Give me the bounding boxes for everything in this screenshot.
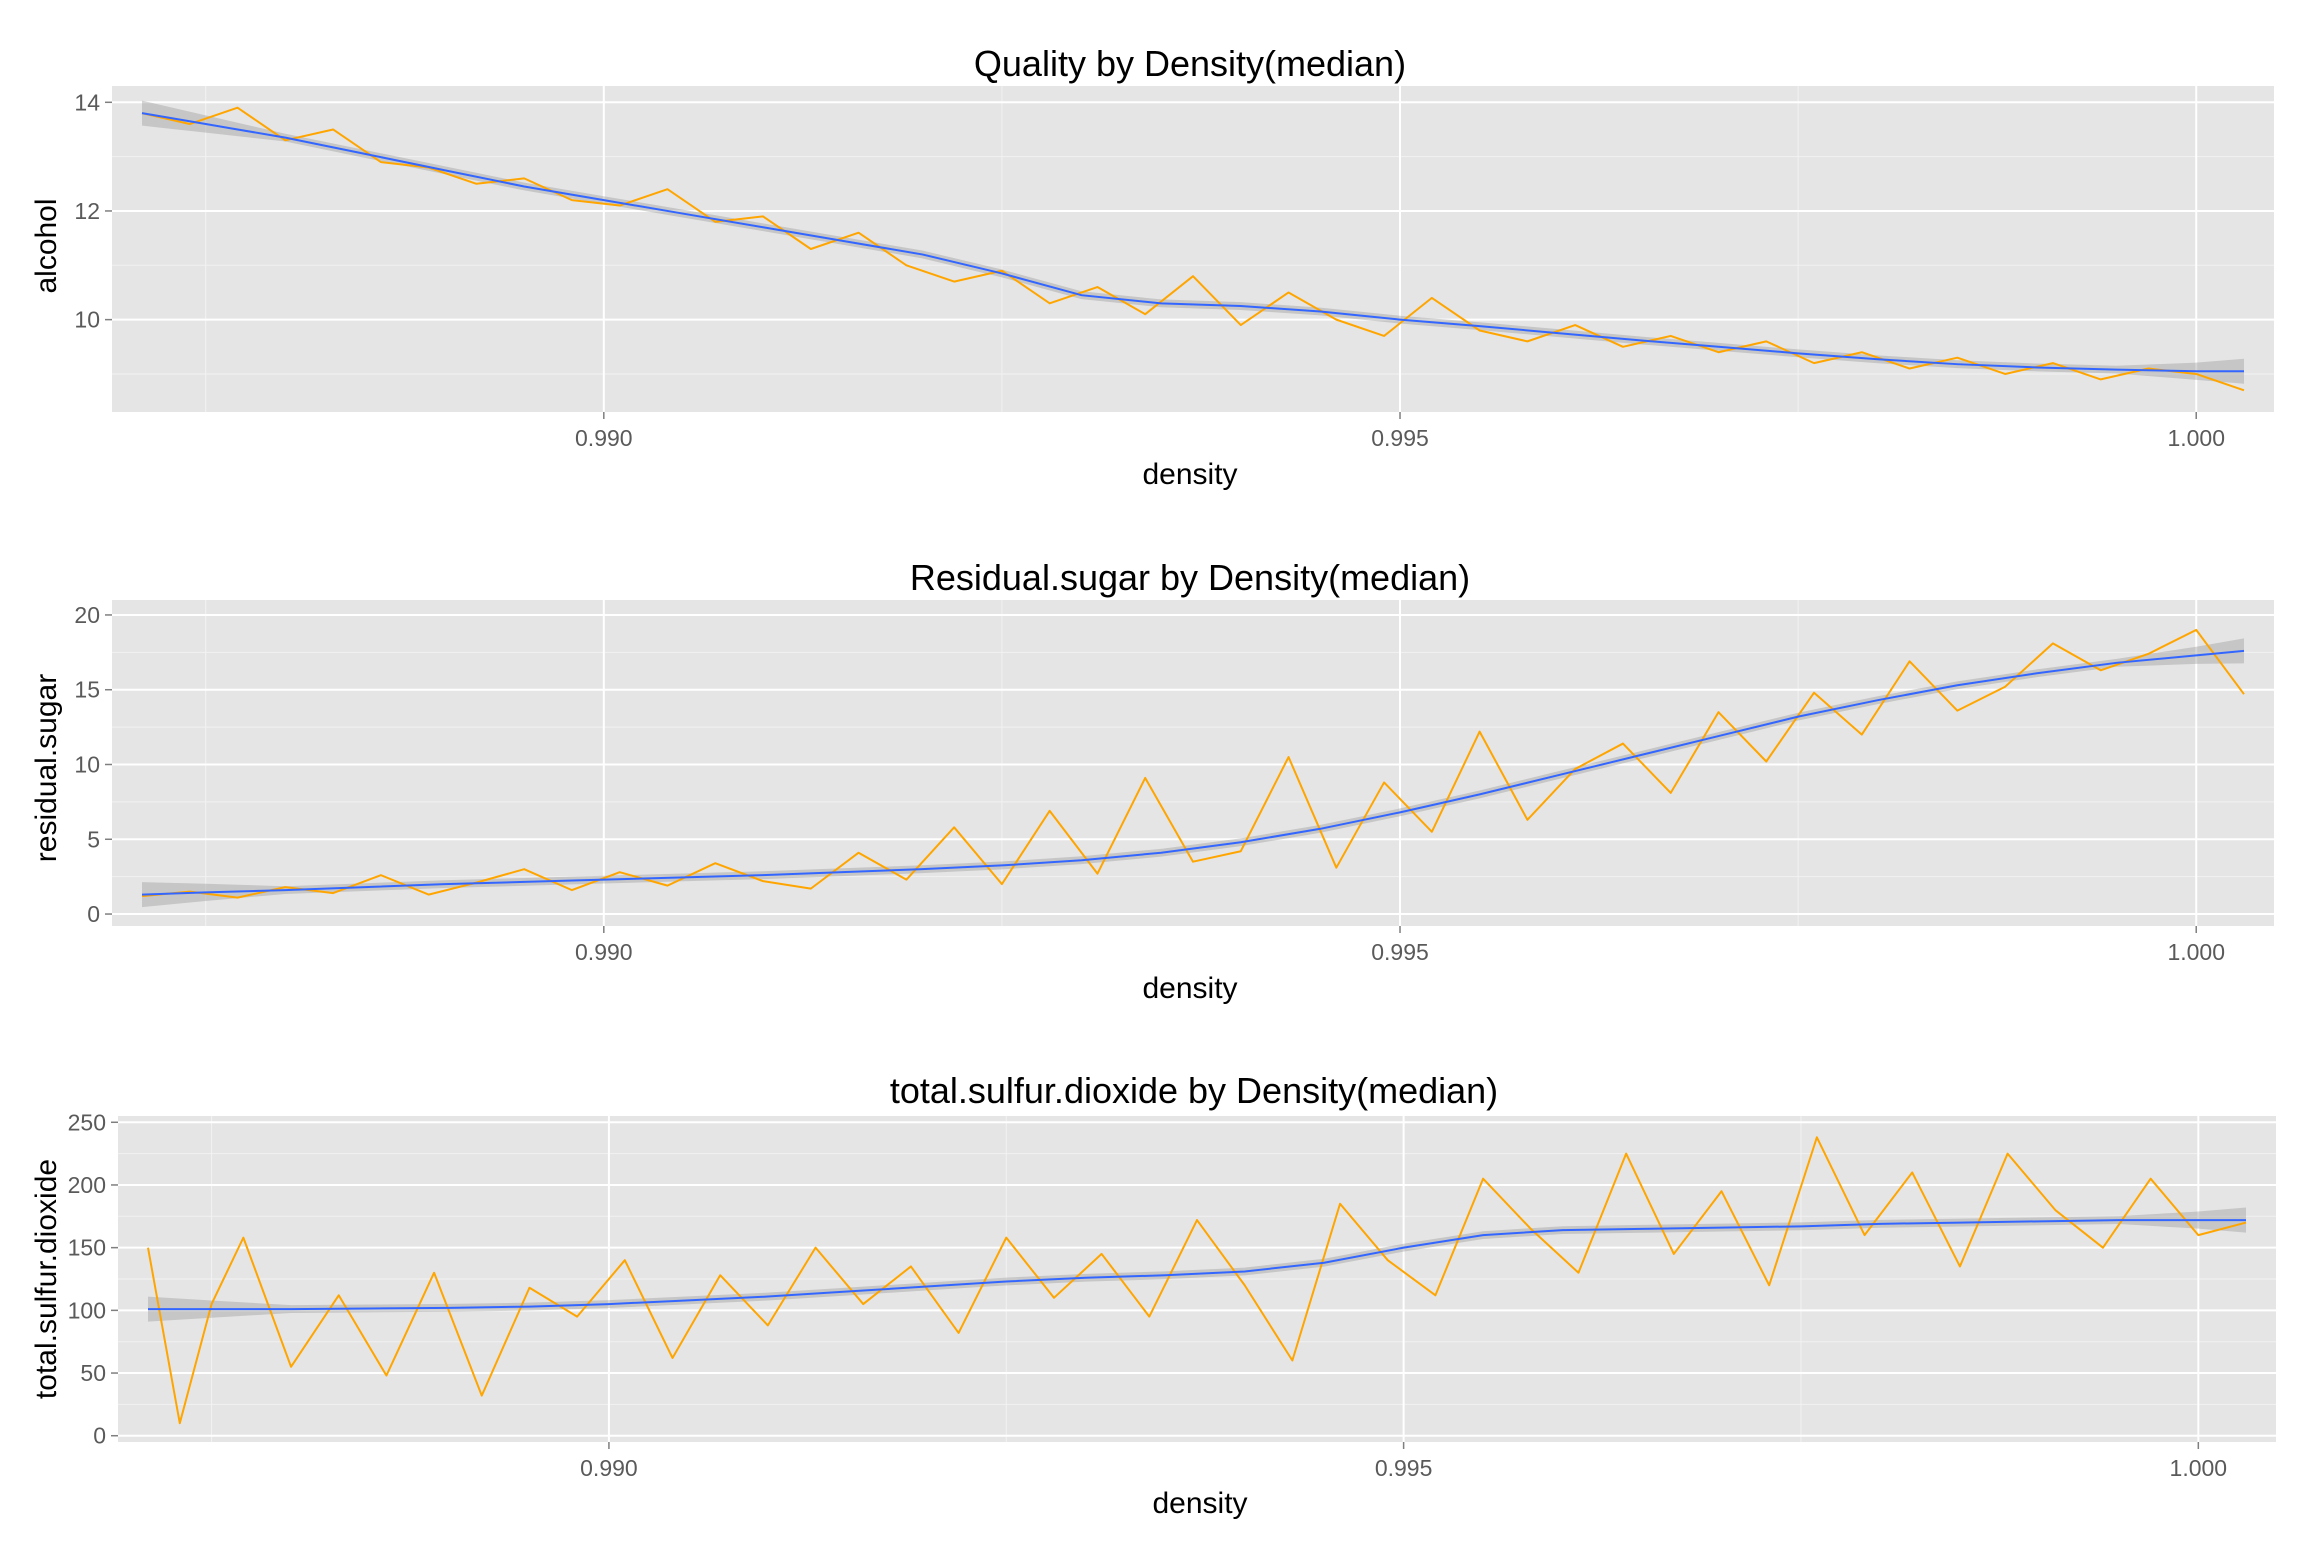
y-tick-label: 12 — [74, 198, 100, 224]
x-axis-title: density — [1152, 1487, 1247, 1520]
y-tick-label: 15 — [74, 677, 100, 703]
smooth-trend-line — [148, 1219, 2246, 1311]
y-tick-label: 0 — [87, 901, 100, 927]
y-tick-label: 200 — [68, 1172, 106, 1198]
x-tick-label: 0.995 — [1371, 425, 1429, 451]
x-tick-label: 1.000 — [2170, 1455, 2228, 1481]
plot-area: 0.990 0.995 1.000 0 5 10 15 20 — [74, 600, 2274, 965]
y-tick-label: 14 — [74, 89, 100, 115]
panel-background — [112, 600, 2274, 926]
median-series-line — [141, 628, 2245, 899]
y-tick-label: 20 — [74, 602, 100, 628]
panel-background — [112, 86, 2274, 412]
y-axis-title: alcohol — [30, 198, 63, 293]
x-tick-label: 0.995 — [1375, 1455, 1433, 1481]
x-tick-label: 1.000 — [2167, 939, 2225, 965]
panel-total-sulfur-dioxide: total.sulfur.dioxide by Density(median) … — [30, 1070, 2276, 1520]
panel-alcohol: Quality by Density(median) density alcoh… — [30, 43, 2274, 491]
x-tick-label: 0.995 — [1371, 939, 1429, 965]
x-tick-label: 0.990 — [575, 939, 633, 965]
y-tick-label: 50 — [80, 1360, 106, 1386]
chart-title: total.sulfur.dioxide by Density(median) — [890, 1070, 1498, 1111]
chart-title: Residual.sugar by Density(median) — [910, 557, 1470, 598]
x-axis-title: density — [1142, 972, 1237, 1005]
y-tick-label: 150 — [68, 1235, 106, 1261]
smooth-trend-line — [141, 649, 2245, 896]
x-tick-label: 0.990 — [575, 425, 633, 451]
median-series-line — [141, 106, 2245, 392]
panel-residual-sugar: Residual.sugar by Density(median) densit… — [30, 557, 2274, 1005]
y-tick-label: 10 — [74, 751, 100, 777]
chart-title: Quality by Density(median) — [974, 43, 1406, 84]
y-tick-label: 100 — [68, 1297, 106, 1323]
x-axis-title: density — [1142, 458, 1237, 491]
x-tick-label: 0.990 — [580, 1455, 638, 1481]
y-tick-label: 5 — [87, 826, 100, 852]
plot-area: 0.990 0.995 1.000 0 50 100 150 200 250 — [68, 1109, 2276, 1481]
y-axis-title: residual.sugar — [30, 674, 63, 862]
median-series-line — [147, 1136, 2247, 1425]
y-tick-label: 250 — [68, 1109, 106, 1135]
confidence-band — [148, 1207, 2246, 1322]
x-tick-label: 1.000 — [2167, 425, 2225, 451]
plot-area: 0.990 0.995 1.000 10 12 14 — [74, 86, 2274, 451]
y-tick-label: 0 — [93, 1423, 106, 1449]
y-tick-label: 10 — [74, 307, 100, 333]
y-axis-title: total.sulfur.dioxide — [30, 1159, 63, 1399]
smooth-trend-line — [141, 112, 2244, 373]
